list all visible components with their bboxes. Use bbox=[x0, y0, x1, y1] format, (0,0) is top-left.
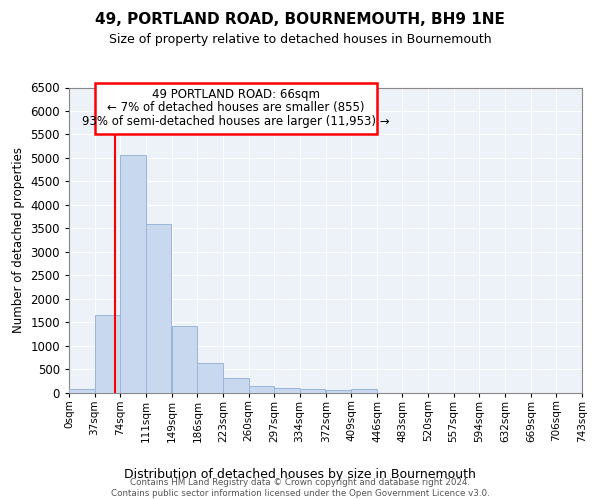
Bar bbox=[95, 315, 120, 392]
Bar bbox=[146, 224, 171, 392]
Bar bbox=[120, 154, 146, 392]
Text: Distribution of detached houses by size in Bournemouth: Distribution of detached houses by size … bbox=[124, 468, 476, 481]
Bar bbox=[299, 388, 325, 392]
Bar bbox=[326, 390, 352, 392]
Y-axis label: Number of detached properties: Number of detached properties bbox=[12, 147, 25, 333]
Text: Size of property relative to detached houses in Bournemouth: Size of property relative to detached ho… bbox=[109, 32, 491, 46]
Bar bbox=[223, 378, 248, 392]
Bar bbox=[197, 364, 223, 392]
Text: ← 7% of detached houses are smaller (855): ← 7% of detached houses are smaller (855… bbox=[107, 101, 364, 114]
FancyBboxPatch shape bbox=[95, 83, 377, 134]
Bar bbox=[274, 388, 299, 392]
Text: 49, PORTLAND ROAD, BOURNEMOUTH, BH9 1NE: 49, PORTLAND ROAD, BOURNEMOUTH, BH9 1NE bbox=[95, 12, 505, 28]
Text: Contains HM Land Registry data © Crown copyright and database right 2024.
Contai: Contains HM Land Registry data © Crown c… bbox=[110, 478, 490, 498]
Text: 49 PORTLAND ROAD: 66sqm: 49 PORTLAND ROAD: 66sqm bbox=[152, 88, 320, 101]
Bar bbox=[352, 390, 377, 392]
Bar bbox=[248, 386, 274, 392]
Bar bbox=[69, 389, 95, 392]
Bar bbox=[172, 326, 197, 392]
Text: 93% of semi-detached houses are larger (11,953) →: 93% of semi-detached houses are larger (… bbox=[82, 114, 389, 128]
